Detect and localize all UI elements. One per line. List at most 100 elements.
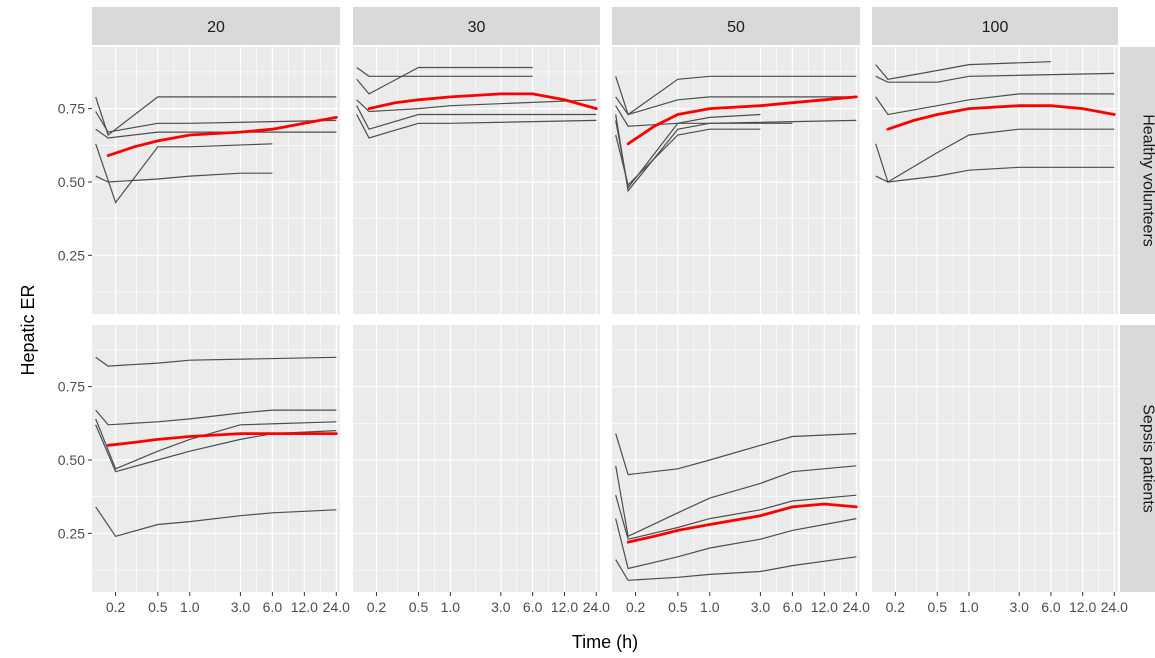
column-strip-label: 20: [207, 19, 225, 36]
y-tick-label: 0.50: [58, 452, 85, 468]
panel-background: [353, 325, 600, 592]
individual-line: [95, 418, 337, 470]
x-tick-label: 12.0: [551, 599, 578, 615]
row-strip-label: Sepsis patients: [1140, 404, 1155, 513]
x-tick-label: 0.5: [148, 599, 168, 615]
individual-line: [356, 114, 597, 139]
panel-30-healthy: [353, 47, 600, 314]
x-tick-label: 1.0: [180, 599, 200, 615]
x-axis-title: Time (h): [572, 632, 638, 652]
x-tick-label: 0.2: [106, 599, 126, 615]
individual-line: [615, 494, 857, 540]
row-strip-label: Healthy volunteers: [1140, 114, 1155, 247]
y-axis-title: Hepatic ER: [18, 284, 38, 375]
individual-line: [615, 96, 857, 116]
x-axis-ticks: 0.2 0.5 1.0 3.0 6.0 12.0 24.0 0.2 0.5 1.0 3.0 6.0 12…: [106, 592, 1128, 615]
panel-background: [92, 325, 340, 592]
x-tick-label: 0.5: [668, 599, 688, 615]
y-axis-ticks: 0.25 0.50 0.75 0.25 0.50 0.75: [58, 101, 92, 541]
individual-line: [615, 128, 761, 187]
row-strips: Healthy volunteers Sepsis patients: [1120, 47, 1155, 592]
panel-50-sepsis: [612, 325, 860, 592]
individual-line: [95, 356, 337, 367]
individual-line: [615, 433, 857, 476]
strip-background: [1120, 47, 1155, 314]
individual-line: [875, 93, 1115, 116]
column-strip-label: 30: [468, 19, 486, 36]
individual-line: [95, 172, 273, 183]
panel-30-sepsis: [353, 325, 600, 592]
individual-line: [95, 506, 337, 537]
individual-line: [615, 75, 857, 116]
panel-20-sepsis: [92, 325, 340, 592]
series-group: [95, 96, 338, 204]
x-tick-label: 0.5: [928, 599, 948, 615]
series-group: [615, 75, 858, 193]
strip-background: [612, 7, 860, 45]
individual-line: [875, 166, 1115, 183]
individual-line: [356, 99, 597, 113]
x-tick-label: 24.0: [583, 599, 610, 615]
x-tick-label: 12.0: [811, 599, 838, 615]
x-tick-label: 24.0: [1101, 599, 1128, 615]
series-group: [875, 61, 1116, 183]
x-tick-label: 0.2: [886, 599, 906, 615]
x-tick-label: 24.0: [843, 599, 870, 615]
x-tick-label: 3.0: [231, 599, 251, 615]
mean-line: [886, 104, 1116, 131]
x-tick-label: 3.0: [1009, 599, 1029, 615]
individual-line: [875, 72, 1115, 83]
series-group: [95, 356, 338, 537]
x-tick-label: 1.0: [441, 599, 461, 615]
individual-line: [615, 518, 857, 570]
individual-line: [95, 143, 273, 204]
x-tick-label: 6.0: [1041, 599, 1061, 615]
x-tick-label: 24.0: [323, 599, 350, 615]
individual-line: [615, 556, 857, 581]
panels-layer: [92, 47, 1118, 592]
individual-line: [95, 409, 337, 426]
mean-line: [626, 95, 858, 146]
individual-line: [356, 67, 533, 77]
panel-100-healthy: [872, 47, 1118, 314]
column-strip-label: 100: [982, 19, 1009, 36]
panel-100-sepsis: [872, 325, 1118, 592]
panel-background: [612, 325, 860, 592]
series-group: [615, 433, 858, 581]
column-strip-label: 50: [727, 19, 745, 36]
x-tick-label: 0.5: [409, 599, 429, 615]
x-tick-label: 0.2: [626, 599, 646, 615]
individual-line: [875, 128, 1115, 183]
y-tick-label: 0.75: [58, 379, 85, 395]
strip-background: [92, 7, 340, 45]
panel-20-healthy: [92, 47, 340, 314]
individual-line: [615, 113, 761, 190]
x-tick-label: 0.2: [367, 599, 387, 615]
y-tick-label: 0.25: [58, 247, 85, 263]
strip-background: [872, 7, 1118, 45]
individual-line: [95, 96, 337, 136]
strip-background: [1120, 325, 1155, 592]
y-tick-label: 0.25: [58, 525, 85, 541]
x-tick-label: 6.0: [783, 599, 803, 615]
individual-line: [95, 111, 337, 133]
y-tick-label: 0.75: [58, 101, 85, 117]
panel-background: [612, 47, 860, 314]
mean-line: [106, 432, 338, 447]
x-tick-label: 1.0: [700, 599, 720, 615]
x-tick-label: 1.0: [959, 599, 979, 615]
mean-line: [106, 116, 338, 157]
series-group: [356, 66, 598, 139]
individual-line: [356, 105, 597, 130]
strip-background: [353, 7, 600, 45]
x-tick-label: 12.0: [291, 599, 318, 615]
panel-background: [872, 325, 1118, 592]
panel-background: [872, 47, 1118, 314]
panel-background: [353, 47, 600, 314]
individual-line: [615, 465, 857, 538]
x-tick-label: 12.0: [1069, 599, 1096, 615]
mean-line: [367, 92, 598, 110]
panel-50-healthy: [612, 47, 860, 314]
x-tick-label: 3.0: [751, 599, 771, 615]
